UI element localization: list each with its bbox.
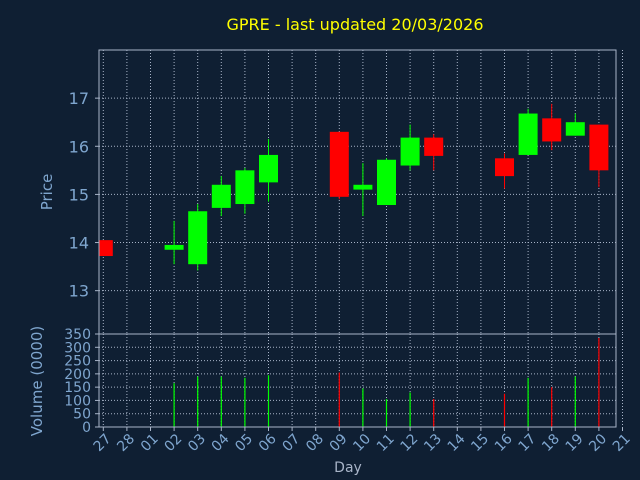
volume-tick-label: 150: [64, 380, 91, 396]
chart-title: GPRE - last updated 20/03/2026: [227, 15, 484, 34]
volume-tick-label: 0: [82, 420, 91, 436]
candle-body: [353, 184, 373, 190]
candle-body: [424, 137, 444, 156]
price-axis-ticks: 13 14 15 16 17: [69, 89, 99, 301]
volume-axis-label: Volume (0000): [28, 326, 46, 436]
candle-body: [542, 118, 562, 142]
candle-body: [99, 240, 113, 257]
price-tick-label: 16: [69, 137, 89, 156]
candle-body: [329, 131, 349, 197]
candles: [99, 103, 609, 271]
candle-body: [518, 113, 538, 155]
x-axis-label: Day: [334, 460, 362, 476]
volume-tick-label: 50: [73, 407, 91, 423]
price-tick-label: 13: [69, 282, 89, 301]
candle-body: [235, 170, 255, 205]
candle-body: [589, 124, 609, 171]
candle-body: [377, 159, 396, 205]
volume-tick-label: 200: [64, 367, 91, 383]
volume-tick-label: 300: [64, 340, 91, 356]
price-tick-label: 15: [69, 185, 89, 204]
candle-body: [259, 154, 278, 183]
candle-body: [188, 211, 208, 265]
candle-body: [565, 122, 585, 136]
price-tick-label: 17: [69, 89, 89, 108]
price-tick-label: 14: [69, 234, 89, 253]
candle-body: [400, 137, 420, 166]
price-axis-label: Price: [38, 174, 56, 211]
volume-tick-label: 350: [64, 327, 91, 343]
volume-bars: [173, 337, 600, 427]
volume-tick-label: 100: [64, 393, 91, 409]
volume-tick-label: 250: [64, 354, 91, 370]
candle-body: [211, 184, 231, 208]
candle-body: [495, 158, 514, 177]
volume-panel-frame: [98, 333, 617, 428]
candle-body: [164, 244, 184, 250]
